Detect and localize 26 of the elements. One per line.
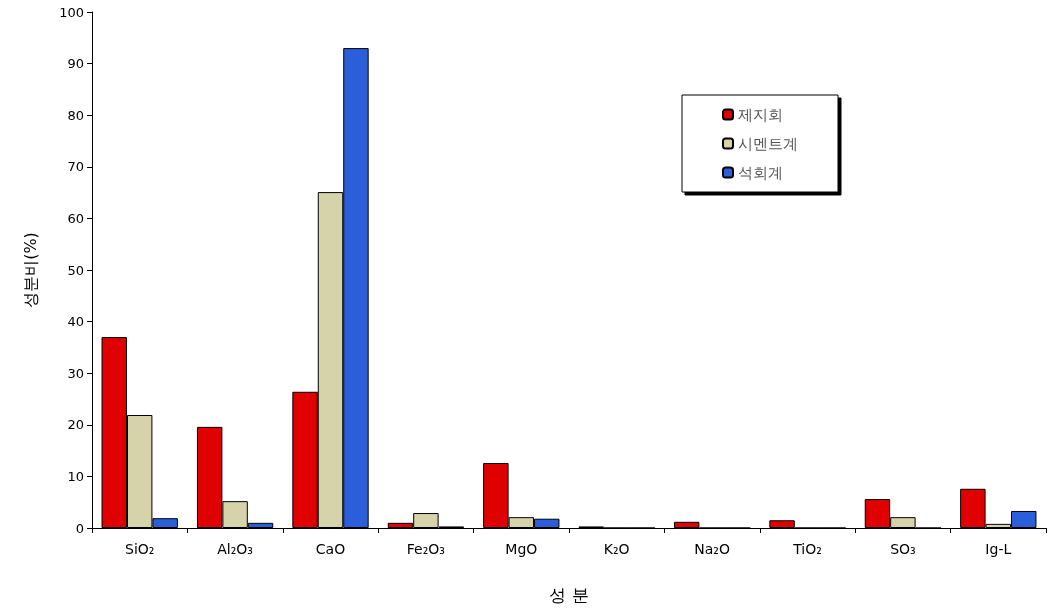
y-axis-title: 성분비(%) <box>20 232 40 308</box>
y-tick-label: 100 <box>59 4 84 20</box>
x-tick-label: Fe₂O₃ <box>406 541 445 557</box>
x-tick-label: Al₂O₃ <box>217 541 253 557</box>
y-tick-label: 70 <box>67 159 84 175</box>
y-tick-label: 10 <box>67 468 84 484</box>
y-tick-label: 30 <box>67 365 84 381</box>
x-tick-label: TiO₂ <box>792 541 822 557</box>
x-tick-label: SO₃ <box>890 541 916 557</box>
x-tick-label: Na₂O <box>694 541 730 557</box>
y-tick-label: 0 <box>75 520 84 536</box>
y-tick-label: 50 <box>67 262 84 278</box>
x-tick-label: SiO₂ <box>124 541 155 557</box>
x-tick-label: Ig-L <box>985 541 1012 557</box>
y-tick-label: 80 <box>67 107 84 123</box>
y-tick-label: 40 <box>67 314 84 330</box>
x-axis-title: 성 분 <box>549 584 589 605</box>
legend-label: 시멘트계 <box>738 134 798 153</box>
legend-label: 석회계 <box>738 163 783 182</box>
y-tick-label: 60 <box>67 210 84 226</box>
x-tick-label: K₂O <box>603 541 630 557</box>
x-tick-label: CaO <box>315 541 346 557</box>
y-tick-label: 90 <box>67 56 84 72</box>
x-tick-label: MgO <box>505 541 538 557</box>
legend-label: 제지회 <box>738 105 783 124</box>
y-tick-label: 20 <box>67 417 84 433</box>
